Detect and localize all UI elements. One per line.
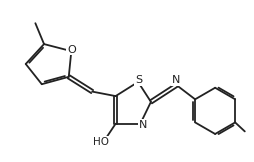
Text: HO: HO: [92, 137, 108, 147]
Text: O: O: [67, 45, 75, 55]
Text: N: N: [138, 120, 147, 130]
Text: N: N: [171, 75, 180, 85]
Text: S: S: [135, 75, 142, 85]
